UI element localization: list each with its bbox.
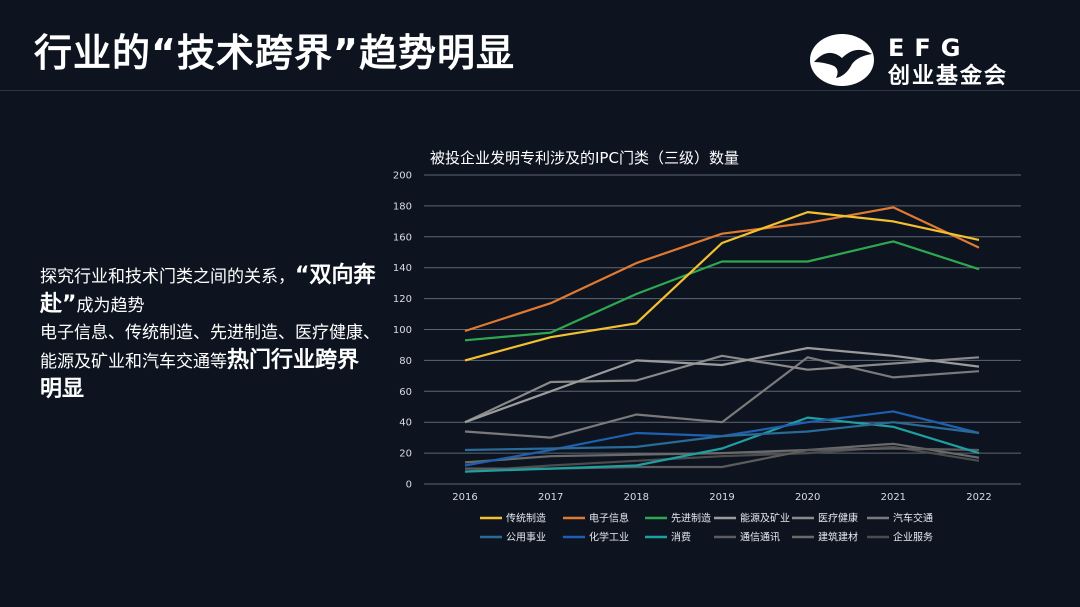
legend-label: 公用事业 [506,531,546,544]
x-tick-label: 2019 [709,492,734,503]
y-tick-label: 20 [399,449,412,460]
series-line-建筑建材 [464,442,980,464]
description-line1-end: 成为趋势 [76,296,145,316]
legend-label: 企业服务 [893,531,933,544]
series-line-电子信息 [464,206,980,333]
legend-label: 化学工业 [589,531,629,544]
legend-label: 传统制造 [506,512,546,525]
y-tick-label: 160 [393,232,412,243]
series-line-汽车交通 [464,356,980,439]
description-line2: 电子信息、传统制造、先进制造、医疗健康、能源及矿业和汽车交通等 [40,323,380,372]
y-tick-label: 180 [393,201,412,212]
y-tick-label: 60 [399,387,412,398]
series-line-医疗健康 [464,354,980,424]
series-line-企业服务 [464,445,980,473]
x-tick-label: 2020 [795,492,820,503]
y-tick-label: 200 [393,171,412,182]
legend-label: 通信通讯 [740,532,780,544]
slide-title: 行业的“技术跨界”趋势明显 [34,31,515,75]
title-divider [0,90,1080,91]
series-line-先进制造 [464,240,980,342]
legend-label: 建筑建材 [818,531,858,544]
y-tick-label: 100 [393,325,412,336]
x-tick-label: 2022 [966,492,991,503]
series-line-传统制造 [464,211,980,362]
series-line-能源及矿业 [464,346,980,424]
legend-label: 医疗健康 [818,512,858,525]
x-tick-label: 2018 [624,492,649,503]
chart-title: 被投企业发明专利涉及的IPC门类（三级）数量 [430,149,739,167]
legend-label: 电子信息 [589,512,629,525]
legend-label: 先进制造 [671,512,711,525]
x-tick-label: 2016 [452,492,477,503]
x-tick-label: 2021 [881,492,906,503]
y-tick-label: 120 [393,294,412,305]
description-text: 探究行业和技术门类之间的关系，“双向奔赴”成为趋势 电子信息、传统制造、先进制造… [40,262,380,405]
y-tick-label: 40 [399,418,412,429]
series-line-消费 [464,416,980,473]
y-tick-label: 140 [393,263,412,274]
description-highlight-1: “双向奔赴” [40,263,376,317]
description-line1: 探究行业和技术门类之间的关系， [40,267,295,287]
series-line-公用事业 [464,421,980,452]
legend-label: 消费 [671,531,691,544]
legend-label: 能源及矿业 [740,512,790,525]
y-tick-label: 80 [399,356,412,367]
legend-label: 汽车交通 [893,512,933,525]
y-tick-label: 0 [406,480,412,491]
logo-text-name: 创业基金会 [888,64,1009,89]
logo: EFG 创业基金会 [808,32,1028,89]
description-highlight-2: 热门行业跨界明显 [40,348,360,402]
efg-bird-logo-icon [810,34,874,86]
x-tick-label: 2017 [538,492,563,503]
logo-text-efg: EFG [888,34,971,62]
